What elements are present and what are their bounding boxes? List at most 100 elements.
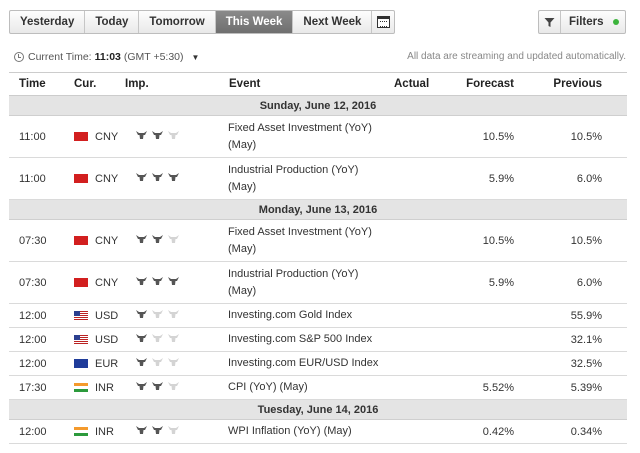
flag-usd-icon [74, 335, 88, 344]
economic-calendar-table: Time Cur. Imp. Event Actual Forecast Pre… [9, 72, 627, 444]
event-currency: EUR [63, 358, 125, 370]
event-time: 11:00 [19, 130, 46, 143]
bull-icon [135, 234, 148, 247]
currency-code: EUR [95, 357, 119, 370]
event-name[interactable]: Investing.com EUR/USD Index [208, 355, 394, 372]
bull-icon [135, 381, 148, 394]
event-name[interactable]: Investing.com Gold Index [208, 307, 394, 324]
event-name[interactable]: Industrial Production (YoY) (May) [208, 266, 394, 300]
event-name[interactable]: Fixed Asset Investment (YoY) (May) [208, 224, 394, 258]
event-name[interactable]: WPI Inflation (YoY) (May) [208, 423, 394, 440]
event-currency: USD [63, 334, 125, 346]
streaming-note: All data are streaming and updated autom… [407, 51, 626, 62]
tab-next-week[interactable]: Next Week [293, 11, 373, 33]
table-row[interactable]: 12:00 INR WPI Inflation (YoY) (May) 0.42… [9, 420, 627, 444]
bull-icon [151, 357, 164, 370]
event-forecast: 0.42% [482, 425, 514, 438]
event-currency: CNY [63, 173, 125, 185]
event-currency: INR [63, 382, 125, 394]
bull-icon [167, 234, 180, 247]
tab-today[interactable]: Today [85, 11, 140, 33]
period-tab-bar: Yesterday Today Tomorrow This Week Next … [9, 10, 396, 34]
event-time: 17:30 [19, 381, 47, 394]
event-previous: 10.5% [570, 130, 602, 143]
filter-status-dot [612, 19, 619, 25]
table-row[interactable]: 07:30 CNY Fixed Asset Investment (YoY) (M… [9, 220, 627, 262]
event-previous: 32.1% [570, 333, 602, 346]
currency-code: CNY [95, 130, 119, 143]
table-row[interactable]: 07:30 CNY Industrial Production (YoY) (Ma… [9, 262, 627, 304]
currency-code: INR [95, 381, 114, 394]
current-time-label: Current Time: [28, 51, 92, 63]
table-row[interactable]: 12:00 USD Investing.com Gold Index 55.9% [9, 304, 627, 328]
event-previous: 10.5% [570, 234, 602, 247]
event-time: 11:00 [19, 172, 46, 185]
event-title: Industrial Production (YoY) [228, 267, 359, 280]
event-time: 12:00 [19, 309, 47, 322]
importance-rating [125, 172, 208, 185]
event-name[interactable]: Investing.com S&P 500 Index [208, 331, 394, 348]
filters-button[interactable]: Filters [538, 10, 626, 34]
day-header: Tuesday, June 14, 2016 [9, 400, 627, 420]
currency-code: INR [95, 425, 114, 438]
tab-yesterday[interactable]: Yesterday [10, 11, 86, 33]
calendar-icon [376, 16, 390, 28]
bull-icon [151, 309, 164, 322]
event-previous: 55.9% [570, 309, 602, 322]
table-row[interactable]: 12:00 EUR Investing.com EUR/USD Index 32… [9, 352, 627, 376]
chevron-down-icon[interactable]: ▼ [191, 52, 200, 62]
event-name[interactable]: Industrial Production (YoY) (May) [208, 162, 394, 196]
event-title: Investing.com S&P 500 Index [228, 333, 373, 345]
bull-icon [167, 381, 180, 394]
table-row[interactable]: 11:00 CNY Fixed Asset Investment (YoY) (M… [9, 116, 627, 158]
header-importance: Imp. [125, 78, 149, 90]
currency-code: USD [95, 309, 119, 322]
tab-this-week[interactable]: This Week [215, 11, 294, 33]
bull-icon [151, 333, 164, 346]
bull-icon [167, 357, 180, 370]
bull-icon [151, 425, 164, 438]
timezone-selector[interactable]: (GMT +5:30) [123, 51, 184, 63]
filter-icon [539, 11, 561, 33]
table-row[interactable]: 12:00 USD Investing.com S&P 500 Index 32… [9, 328, 627, 352]
day-header: Sunday, June 12, 2016 [9, 96, 627, 116]
header-time: Time [19, 78, 46, 90]
bull-icon [135, 276, 148, 289]
bull-icon [135, 357, 148, 370]
event-title: Fixed Asset Investment (YoY) [228, 225, 372, 238]
header-actual: Actual [394, 78, 430, 90]
importance-rating [125, 309, 208, 322]
event-forecast: 5.9% [488, 276, 514, 289]
event-currency: CNY [63, 235, 125, 247]
importance-rating [125, 357, 208, 370]
event-period: (May) [228, 242, 257, 255]
importance-rating [125, 130, 208, 143]
event-currency: USD [63, 310, 125, 322]
event-currency: CNY [63, 131, 125, 143]
importance-rating [125, 381, 208, 394]
event-previous: 6.0% [576, 276, 602, 289]
table-body: Sunday, June 12, 2016 11:00 CNY Fixed As… [9, 96, 627, 444]
event-title: CPI (YoY) (May) [228, 381, 308, 393]
table-row[interactable]: 17:30 INR CPI (YoY) (May) 5.52% 5.39% [9, 376, 627, 400]
event-time: 07:30 [19, 276, 47, 289]
importance-rating [125, 234, 208, 247]
tab-tomorrow[interactable]: Tomorrow [139, 11, 216, 33]
event-period: (May) [228, 180, 257, 193]
table-row[interactable]: 11:00 CNY Industrial Production (YoY) (Ma… [9, 158, 627, 200]
header-currency: Cur. [74, 78, 97, 90]
event-name[interactable]: CPI (YoY) (May) [208, 379, 394, 396]
event-forecast: 10.5% [482, 234, 514, 247]
event-time: 12:00 [19, 333, 47, 346]
event-name[interactable]: Fixed Asset Investment (YoY) (May) [208, 120, 394, 154]
current-time-row: Current Time: 11:03 (GMT +5:30) ▼ [14, 51, 199, 63]
calendar-button[interactable] [372, 11, 394, 33]
event-previous: 6.0% [576, 172, 602, 185]
event-previous: 0.34% [570, 425, 602, 438]
flag-inr-icon [74, 383, 88, 392]
flag-usd-icon [74, 311, 88, 320]
bull-icon [135, 425, 148, 438]
bull-icon [151, 172, 164, 185]
header-forecast: Forecast [466, 78, 514, 90]
event-title: Industrial Production (YoY) [228, 163, 359, 176]
